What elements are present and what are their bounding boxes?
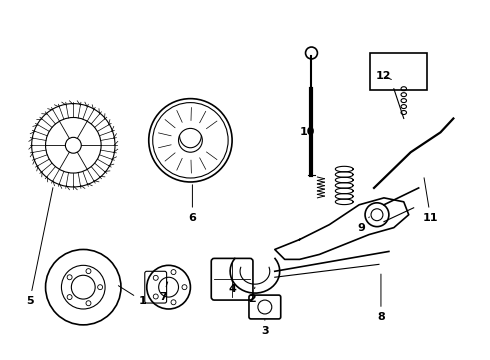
Text: 8: 8 [377,274,385,322]
Text: 5: 5 [26,188,53,306]
Text: 3: 3 [261,320,269,336]
Text: 11: 11 [423,178,439,223]
Circle shape [86,301,91,306]
Text: 10: 10 [300,127,315,138]
Text: 4: 4 [228,279,236,294]
Circle shape [67,275,72,280]
Circle shape [86,269,91,274]
Text: 12: 12 [376,71,392,81]
Circle shape [67,294,72,300]
Text: 9: 9 [357,217,369,233]
Text: 7: 7 [159,282,168,302]
Text: 2: 2 [248,287,256,304]
Circle shape [98,285,102,290]
Text: 6: 6 [189,185,196,223]
Text: 1: 1 [119,286,147,306]
